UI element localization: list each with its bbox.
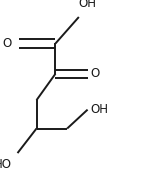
Text: OH: OH xyxy=(79,0,97,10)
Text: O: O xyxy=(91,67,100,80)
Text: OH: OH xyxy=(91,103,108,116)
Text: O: O xyxy=(2,37,12,50)
Text: HO: HO xyxy=(0,158,12,171)
